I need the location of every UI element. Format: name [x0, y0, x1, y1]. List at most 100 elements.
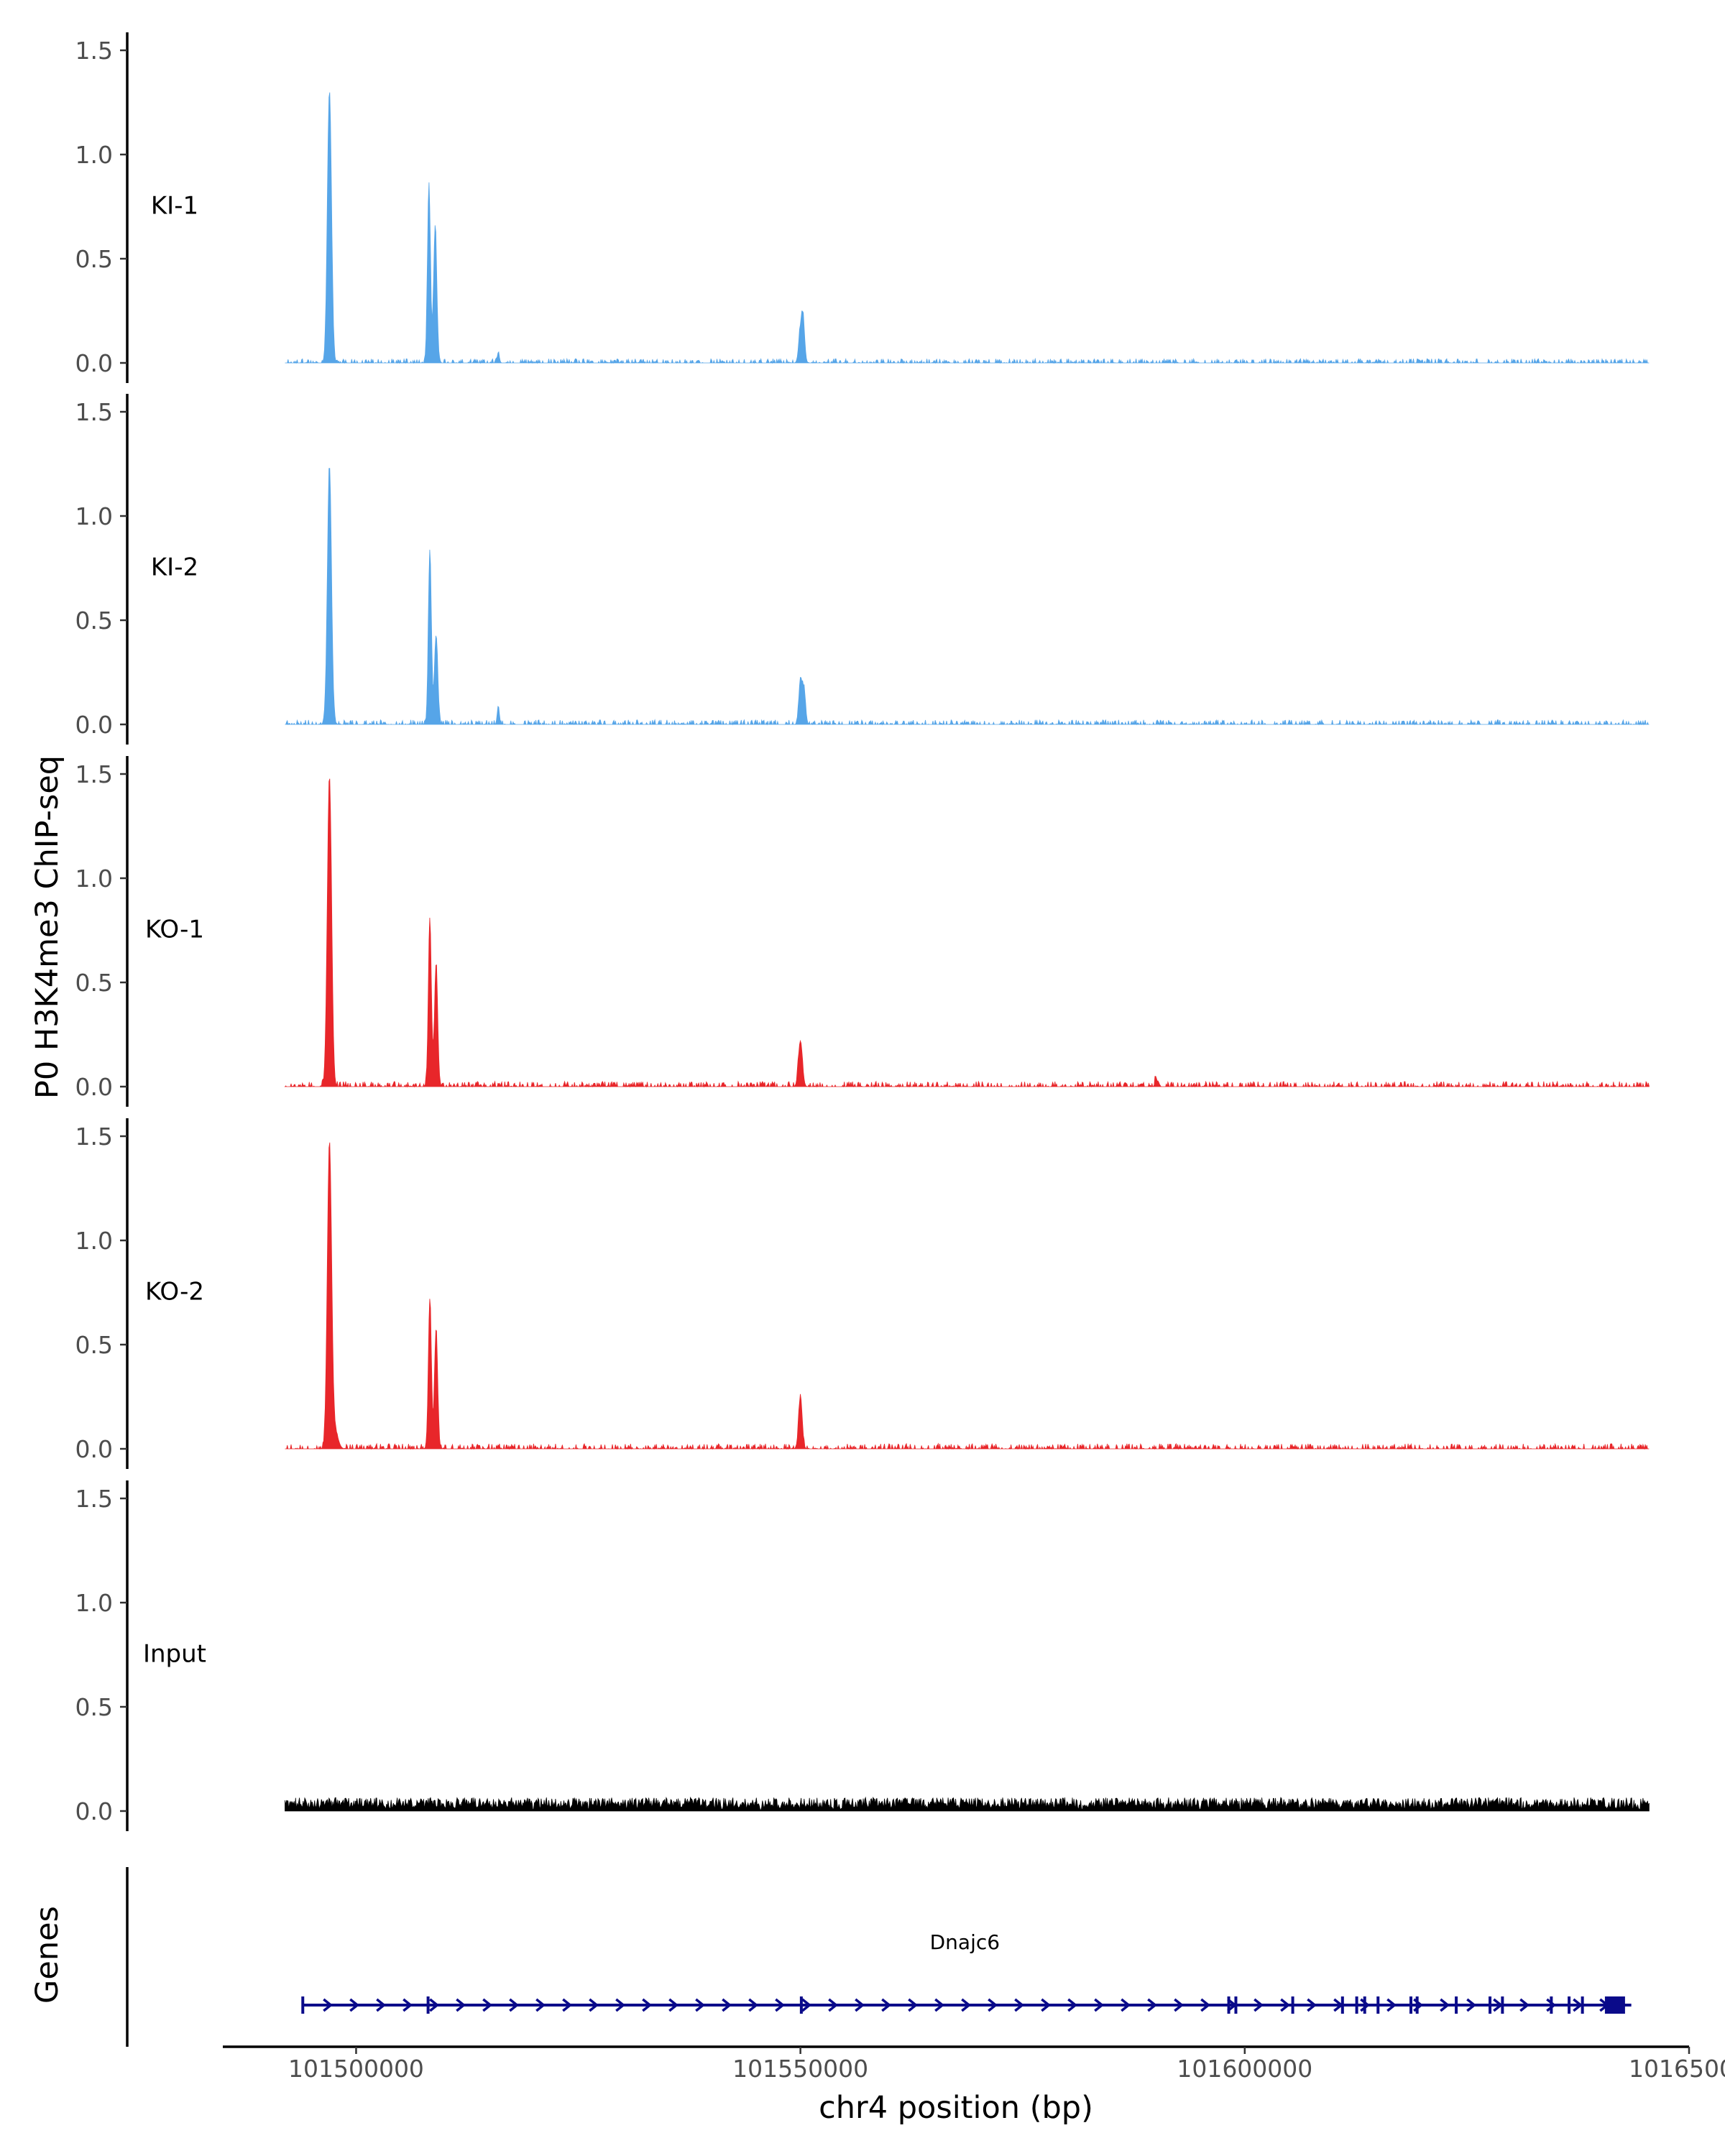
- signal-area-ko-1: [284, 778, 1650, 1088]
- strand-arrow: [1360, 1998, 1371, 2012]
- strand-arrow: [589, 1998, 599, 2012]
- strand-arrow: [1121, 1998, 1131, 2012]
- signal-area-input: [285, 1796, 1650, 1812]
- strand-arrow: [1519, 1998, 1530, 2012]
- strand-arrow: [855, 1998, 865, 2012]
- exon: [1234, 1996, 1238, 2014]
- track-label: KI-1: [151, 192, 198, 221]
- y-tick-label: 1.5: [75, 760, 113, 788]
- x-tick-label: 10165000: [1629, 2055, 1725, 2083]
- strand-arrow: [828, 1998, 839, 2012]
- strand-arrow: [535, 1998, 546, 2012]
- y-tick-label: 0.5: [75, 1331, 113, 1359]
- strand-arrow: [695, 1998, 706, 2012]
- exon: [1291, 1996, 1294, 2014]
- exon: [1489, 1996, 1492, 2014]
- strand-arrow: [775, 1998, 786, 2012]
- strand-arrow: [801, 1998, 812, 2012]
- y-tick-label: 0.0: [75, 1073, 113, 1101]
- y-tick-label: 1.5: [75, 398, 113, 426]
- strand-arrow: [402, 1998, 413, 2012]
- strand-arrow: [456, 1998, 466, 2012]
- strand-arrow: [1546, 1998, 1557, 2012]
- strand-arrow: [562, 1998, 573, 2012]
- y-tick-label: 1.0: [75, 865, 113, 893]
- strand-arrow: [1014, 1998, 1025, 2012]
- track-label: Input: [143, 1640, 206, 1669]
- strand-arrow: [908, 1998, 919, 2012]
- strand-arrow: [1493, 1998, 1504, 2012]
- y-tick-label: 0.0: [75, 1797, 113, 1825]
- track-input: 0.0 0.5 1.0 1.5 Input: [75, 1480, 1650, 1831]
- track-ki-2: 0.0 0.5 1.0 1.5 KI-2: [75, 394, 1650, 745]
- y-tick-label: 0.5: [75, 607, 113, 635]
- y-tick-label: 1.5: [75, 37, 113, 65]
- y-tick-label: 1.5: [75, 1485, 113, 1513]
- exon: [1340, 1996, 1344, 2014]
- y-tick-label: 0.5: [75, 1693, 113, 1721]
- signal-area-ki-1: [285, 92, 1650, 364]
- strand-arrow: [429, 1998, 440, 2012]
- strand-arrow: [1067, 1998, 1078, 2012]
- strand-arrow: [961, 1998, 972, 2012]
- strand-arrow: [1147, 1998, 1158, 2012]
- y-tick-label: 0.5: [75, 245, 113, 273]
- strand-arrow: [1466, 1998, 1477, 2012]
- y-tick-label: 0.5: [75, 969, 113, 997]
- strand-arrow: [1254, 1998, 1264, 2012]
- strand-arrow: [881, 1998, 892, 2012]
- y-tick-label: 1.0: [75, 1589, 113, 1617]
- x-tick-label: 101600000: [1177, 2055, 1312, 2083]
- exon: [1355, 1996, 1358, 2014]
- track-label: KO-2: [145, 1278, 204, 1307]
- exon: [426, 1996, 430, 2014]
- y-tick-label: 1.5: [75, 1123, 113, 1151]
- exon: [1227, 1996, 1230, 2014]
- exon: [1409, 1996, 1413, 2014]
- y-tick-label: 1.0: [75, 141, 113, 169]
- signal-area-ko-2: [285, 1142, 1650, 1450]
- y-tick-label: 1.0: [75, 502, 113, 530]
- strand-arrow: [1200, 1998, 1211, 2012]
- strand-arrow: [722, 1998, 732, 2012]
- exon: [1455, 1996, 1458, 2014]
- x-axis-title: chr4 position (bp): [819, 2090, 1093, 2126]
- strand-arrow: [1440, 1998, 1450, 2012]
- strand-arrow: [1307, 1998, 1317, 2012]
- strand-arrow: [1094, 1998, 1105, 2012]
- x-tick-label: 101550000: [732, 2055, 868, 2083]
- y-tick-label: 0.0: [75, 349, 113, 377]
- strand-arrow: [1386, 1998, 1397, 2012]
- track-ko-1: 0.0 0.5 1.0 1.5 KO-1: [75, 756, 1650, 1107]
- exon: [799, 1996, 803, 2014]
- strand-arrow: [349, 1998, 360, 2012]
- genes-axis-title: Genes: [29, 1906, 65, 2004]
- track-label: KI-2: [151, 553, 198, 582]
- track-ko-2: 0.0 0.5 1.0 1.5 KO-2: [75, 1118, 1650, 1469]
- exon: [301, 1996, 305, 2014]
- track-ki-1: 0.0 0.5 1.0 1.5 KI-1: [75, 32, 1650, 383]
- signal-area-ki-2: [285, 468, 1650, 726]
- y-tick-label: 0.0: [75, 711, 113, 739]
- strand-arrow: [668, 1998, 679, 2012]
- y-axis-title: P0 H3K4me3 ChIP-seq: [29, 755, 65, 1099]
- strand-arrow: [509, 1998, 520, 2012]
- strand-arrow: [323, 1998, 334, 2012]
- exon: [1501, 1996, 1504, 2014]
- exon: [1568, 1996, 1571, 2014]
- exon: [1550, 1996, 1553, 2014]
- y-tick-label: 1.0: [75, 1227, 113, 1255]
- strand-arrow: [615, 1998, 626, 2012]
- strand-arrow: [1041, 1998, 1052, 2012]
- strand-arrow: [1573, 1998, 1583, 2012]
- x-axis: 101500000 101550000 101600000 10165000: [223, 2045, 1725, 2083]
- strand-arrow: [642, 1998, 653, 2012]
- strand-arrow: [376, 1998, 387, 2012]
- strand-arrow: [482, 1998, 493, 2012]
- track-panels: 0.0 0.5 1.0 1.5 KI-1 0.0 0.5 1.0 1.5 KI-2 0.0 0.5 1.…: [75, 32, 1650, 1831]
- strand-arrow: [748, 1998, 759, 2012]
- exon: [1604, 1996, 1625, 2014]
- y-tick-label: 0.0: [75, 1435, 113, 1463]
- gene-name-label: Dnajc6: [930, 1930, 1000, 1954]
